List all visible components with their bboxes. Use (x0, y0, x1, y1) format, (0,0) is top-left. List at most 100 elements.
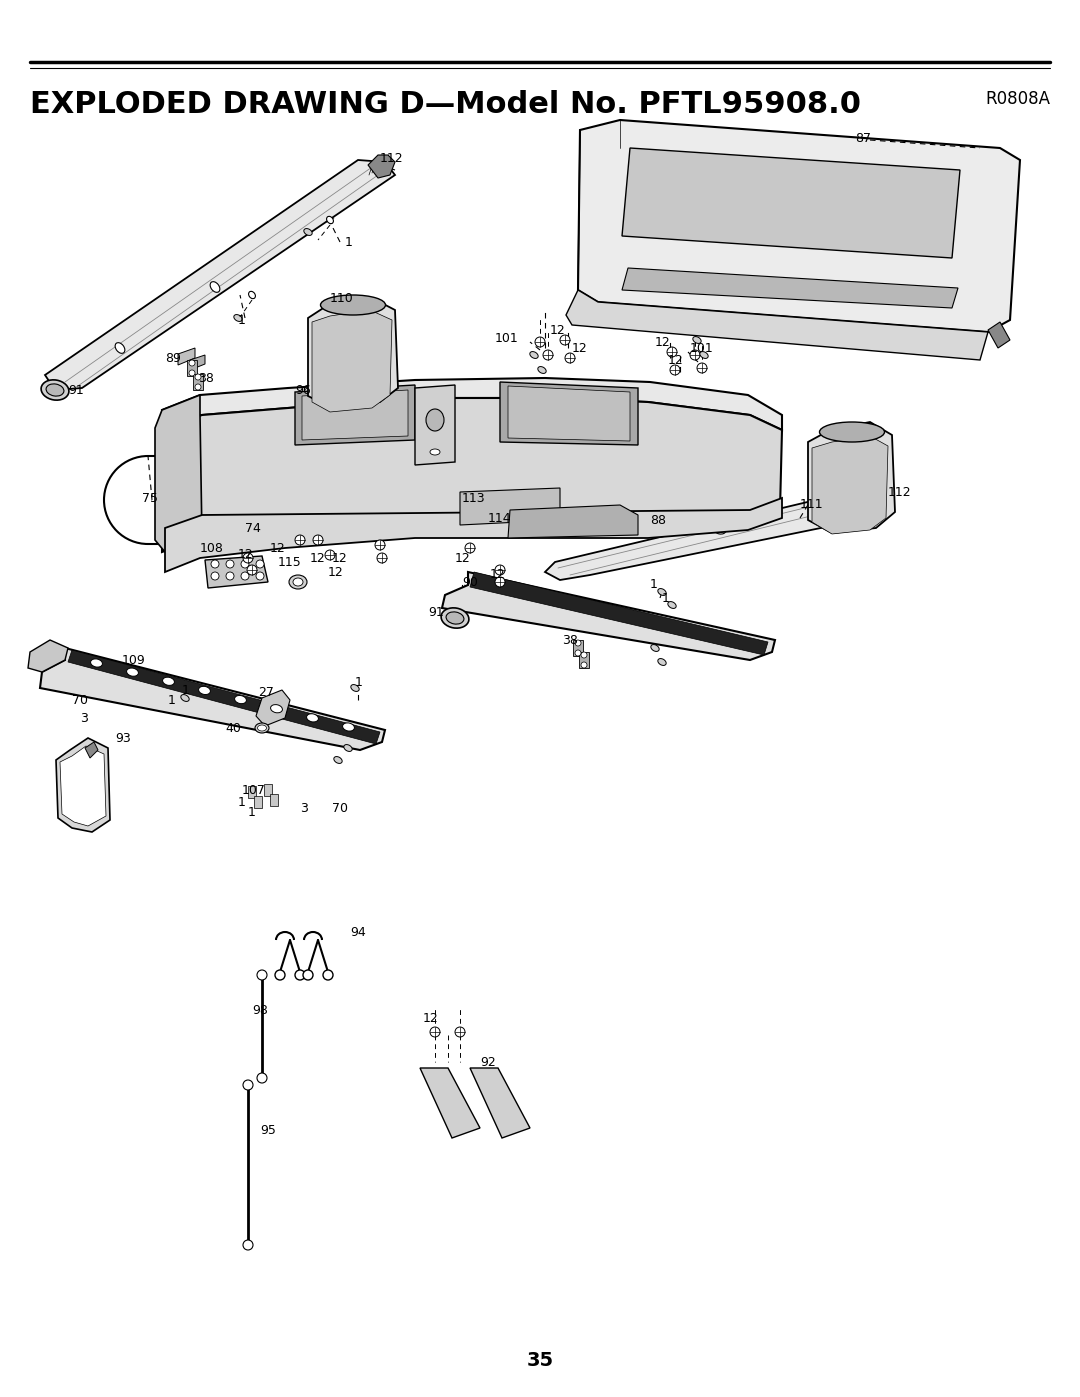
Ellipse shape (651, 644, 659, 651)
Ellipse shape (241, 571, 249, 580)
Text: 111: 111 (800, 497, 824, 510)
Ellipse shape (351, 685, 360, 692)
Ellipse shape (690, 351, 700, 360)
Polygon shape (420, 1067, 480, 1139)
Text: 114: 114 (488, 511, 512, 524)
Polygon shape (470, 1067, 530, 1139)
Polygon shape (308, 298, 399, 408)
Ellipse shape (46, 384, 64, 397)
Text: 87: 87 (855, 131, 870, 144)
Text: 88: 88 (650, 514, 666, 527)
Polygon shape (295, 386, 415, 446)
Text: 3: 3 (80, 711, 87, 725)
Polygon shape (508, 504, 638, 538)
Ellipse shape (303, 229, 312, 236)
Ellipse shape (247, 564, 257, 576)
Ellipse shape (377, 553, 387, 563)
Ellipse shape (41, 380, 69, 400)
Polygon shape (270, 793, 278, 806)
Polygon shape (368, 155, 395, 177)
Text: 91: 91 (428, 605, 444, 619)
Ellipse shape (275, 970, 285, 981)
Ellipse shape (667, 346, 677, 358)
Text: 115: 115 (278, 556, 301, 569)
Ellipse shape (667, 602, 676, 609)
Text: 98: 98 (252, 1003, 268, 1017)
Ellipse shape (565, 353, 575, 363)
Text: 27: 27 (258, 686, 274, 698)
Text: 35: 35 (526, 1351, 554, 1369)
Polygon shape (56, 738, 110, 833)
Polygon shape (85, 742, 98, 759)
Ellipse shape (257, 970, 267, 981)
Ellipse shape (180, 694, 189, 701)
Text: 109: 109 (122, 654, 146, 666)
Text: 70: 70 (72, 693, 87, 707)
Ellipse shape (326, 217, 334, 224)
Ellipse shape (234, 314, 242, 321)
Polygon shape (622, 148, 960, 258)
Ellipse shape (257, 1073, 267, 1083)
Ellipse shape (248, 292, 255, 299)
Ellipse shape (575, 650, 581, 657)
Ellipse shape (375, 541, 384, 550)
Ellipse shape (295, 535, 305, 545)
Text: 12: 12 (654, 335, 671, 348)
Text: 96: 96 (295, 384, 311, 397)
Polygon shape (622, 268, 958, 307)
Text: 1: 1 (345, 236, 353, 249)
Polygon shape (156, 395, 202, 552)
Ellipse shape (321, 295, 386, 314)
Ellipse shape (257, 725, 267, 731)
Text: 112: 112 (380, 151, 404, 165)
Polygon shape (190, 355, 205, 370)
Ellipse shape (441, 608, 469, 629)
Text: 38: 38 (562, 633, 578, 647)
Polygon shape (415, 386, 455, 465)
Ellipse shape (271, 704, 283, 712)
Ellipse shape (495, 564, 505, 576)
Polygon shape (60, 746, 106, 826)
Text: 1: 1 (650, 578, 658, 591)
Ellipse shape (226, 560, 234, 569)
Text: 1: 1 (248, 806, 256, 819)
Text: 1: 1 (183, 683, 190, 697)
Text: 12: 12 (310, 552, 326, 564)
Polygon shape (165, 497, 782, 571)
Ellipse shape (495, 577, 505, 587)
Text: 101: 101 (690, 341, 714, 355)
Ellipse shape (538, 366, 546, 373)
Text: 1: 1 (168, 693, 176, 707)
Text: 12: 12 (328, 566, 343, 578)
Polygon shape (187, 360, 197, 376)
Ellipse shape (163, 678, 175, 686)
Polygon shape (264, 784, 272, 796)
Polygon shape (68, 650, 380, 745)
Ellipse shape (561, 335, 570, 345)
Polygon shape (566, 291, 988, 360)
Ellipse shape (446, 612, 464, 624)
Polygon shape (178, 348, 195, 365)
Ellipse shape (226, 571, 234, 580)
Text: 92: 92 (480, 1056, 496, 1069)
Ellipse shape (211, 282, 220, 292)
Ellipse shape (334, 757, 342, 763)
Text: 12: 12 (550, 324, 566, 337)
Polygon shape (162, 379, 782, 430)
Text: 112: 112 (888, 486, 912, 500)
Text: 110: 110 (330, 292, 354, 305)
Ellipse shape (342, 722, 354, 731)
Ellipse shape (693, 337, 701, 344)
Ellipse shape (714, 525, 726, 534)
Text: 95: 95 (260, 1123, 275, 1137)
Text: EXPLODED DRAWING D—Model No. PFTL95908.0: EXPLODED DRAWING D—Model No. PFTL95908.0 (30, 89, 861, 119)
Polygon shape (812, 436, 888, 534)
Ellipse shape (307, 714, 319, 722)
Polygon shape (545, 490, 880, 580)
Text: 12: 12 (572, 341, 588, 355)
Ellipse shape (255, 724, 269, 733)
Polygon shape (578, 120, 1020, 332)
Polygon shape (470, 571, 768, 655)
Text: 3: 3 (300, 802, 308, 814)
Ellipse shape (91, 659, 103, 668)
